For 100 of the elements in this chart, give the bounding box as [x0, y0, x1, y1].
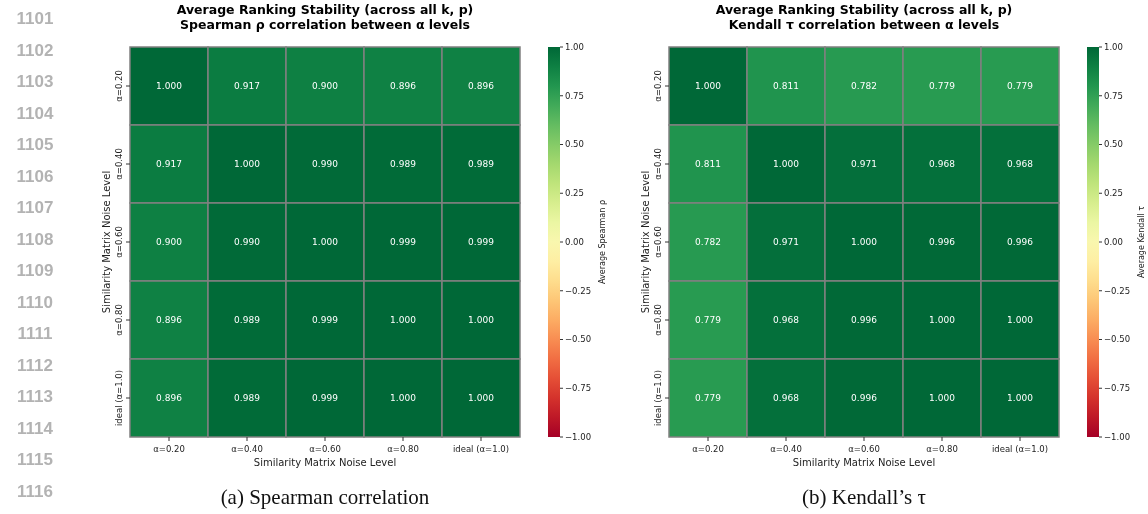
data-label: 0.968: [773, 393, 800, 404]
data-label: 0.779: [929, 81, 956, 92]
data-label: 1.000: [773, 159, 800, 170]
color-bar-label: −0.25: [565, 285, 592, 296]
text: (a) Spearman correlation: [220, 485, 430, 509]
text: 1113: [17, 387, 53, 406]
data-label: 0.989: [234, 393, 261, 404]
y-axis-title: Similarity Matrix Noise Level: [640, 170, 651, 314]
chart-title: Average Ranking Stability (across all k, p): [176, 2, 474, 17]
text: 1108: [16, 229, 54, 249]
y-tick-label: α=0.20: [114, 70, 124, 102]
text: 1115: [17, 450, 53, 469]
text: (b) Kendall’s τ: [802, 485, 926, 509]
color-bar-label: 0.50: [565, 139, 584, 150]
data-label: 1.000: [1007, 315, 1034, 326]
color-bar-label: 0.75: [565, 90, 584, 101]
text: 1105: [16, 135, 54, 154]
data-label: 0.779: [1007, 81, 1034, 92]
data-label: 1.000: [929, 393, 956, 404]
data-label: 0.996: [851, 315, 878, 326]
data-label: 1.000: [929, 315, 956, 326]
data-label: 0.779: [695, 315, 722, 326]
data-label: 1.000: [390, 393, 417, 404]
chart-title: Average Ranking Stability (across all k, p): [715, 2, 1013, 17]
data-label: 1.000: [234, 159, 261, 170]
color-bar-label: 0.75: [1104, 90, 1123, 101]
color-bar-label: 0.50: [1104, 139, 1123, 150]
chart-subtitle: Spearman ρ correlation between α levels: [180, 17, 470, 32]
data-label: 0.971: [773, 237, 799, 248]
data-label: 0.968: [1007, 159, 1034, 170]
data-label: 0.996: [1007, 237, 1034, 248]
data-label: 0.990: [234, 237, 261, 248]
data-label: 1.000: [312, 237, 339, 248]
data-label: 1.000: [695, 81, 722, 92]
color-bar-label: 1.00: [565, 41, 584, 52]
data-label: 0.989: [390, 159, 417, 170]
text: 1116: [17, 481, 53, 501]
y-tick-label: α=0.80: [653, 304, 663, 336]
color-bar-label: 0.00: [1104, 236, 1123, 247]
x-axis-title: Similarity Matrix Noise Level: [253, 457, 397, 468]
data-label: 0.999: [312, 393, 339, 404]
data-label: 0.896: [390, 81, 417, 92]
y-axis-title: Similarity Matrix Noise Level: [101, 170, 112, 314]
x-tick-label: α=0.20: [692, 444, 724, 454]
text: 1107: [16, 198, 54, 217]
data-label: 0.968: [773, 315, 800, 326]
text: 1114: [17, 418, 54, 438]
data-label: 0.896: [468, 81, 495, 92]
color-bar-label: −0.25: [1104, 285, 1131, 296]
data-label: 0.779: [695, 393, 722, 404]
data-label: 0.811: [695, 159, 721, 170]
y-tick-label: α=0.80: [114, 304, 124, 336]
data-label: 1.000: [468, 315, 495, 326]
data-label: 0.782: [695, 237, 721, 248]
text: 1110: [17, 292, 53, 312]
y-tick-label: α=0.60: [114, 226, 124, 258]
data-label: 0.782: [851, 81, 877, 92]
data-label: 0.996: [929, 237, 956, 248]
data-label: 0.917: [234, 81, 260, 92]
data-label: 0.989: [468, 159, 495, 170]
data-label: 0.989: [234, 315, 261, 326]
color-bar-label: −1.00: [1104, 431, 1131, 442]
data-label: 0.996: [851, 393, 878, 404]
data-label: 0.917: [156, 159, 182, 170]
y-tick-label: α=0.20: [653, 70, 663, 102]
color-bar-label: 0.25: [1104, 188, 1123, 199]
data-label: 1.000: [1007, 393, 1034, 404]
color-bar-label: −0.75: [565, 383, 592, 394]
data-label: 0.896: [156, 315, 183, 326]
data-label: 1.000: [156, 81, 183, 92]
y-tick-label: α=0.40: [653, 148, 663, 180]
x-tick-label: α=0.60: [848, 444, 880, 454]
data-label: 0.896: [156, 393, 183, 404]
text: 1103: [16, 72, 54, 91]
color-bar-label: 1.00: [1104, 41, 1123, 52]
x-tick-label: α=0.80: [926, 444, 958, 454]
color-bar-title: Average Spearman ρ: [598, 200, 607, 284]
chart-subtitle: Kendall τ correlation between α levels: [728, 17, 1000, 32]
data-label: 0.999: [390, 237, 417, 248]
data-label: 0.971: [851, 159, 877, 170]
data-label: 1.000: [390, 315, 417, 326]
y-tick-label: α=0.60: [653, 226, 663, 258]
x-tick-label: α=0.60: [309, 444, 341, 454]
color-bar-title: Average Kendall τ: [1137, 205, 1146, 279]
x-tick-label: α=0.20: [153, 444, 185, 454]
x-axis-title: Similarity Matrix Noise Level: [792, 457, 936, 468]
text: 1101: [16, 9, 54, 28]
data-label: 0.900: [312, 81, 339, 92]
data-label: 0.811: [773, 81, 799, 92]
text: 1111: [17, 324, 53, 343]
text: 1104: [16, 103, 54, 123]
data-label: 0.900: [156, 237, 183, 248]
text: 1109: [16, 261, 54, 280]
text: 1102: [16, 40, 54, 60]
data-label: 1.000: [468, 393, 495, 404]
color-bar-label: −0.50: [1104, 334, 1131, 345]
y-tick-label: α=0.40: [114, 148, 124, 180]
data-label: 0.999: [312, 315, 339, 326]
color-bar-label: −0.50: [565, 334, 592, 345]
data-label: 0.999: [468, 237, 495, 248]
